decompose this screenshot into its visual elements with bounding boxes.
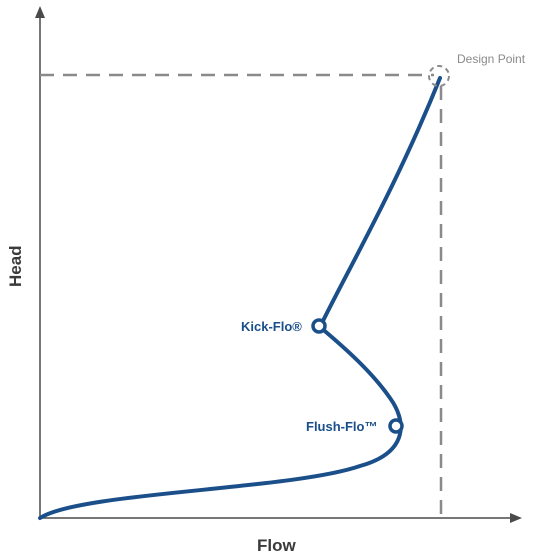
- flush-flo-label: Flush-Flo™: [306, 419, 378, 434]
- x-axis-arrow-icon: [510, 513, 522, 523]
- kick-flo-label: Kick-Flo®: [241, 319, 302, 334]
- kick-flo-marker: [311, 318, 327, 334]
- y-axis-arrow-icon: [35, 6, 45, 18]
- design-point-label: Design Point: [457, 52, 526, 66]
- design-point-marker: [428, 65, 450, 87]
- y-axis-title: Head: [6, 245, 25, 287]
- flush-flo-marker: [388, 418, 404, 434]
- performance-curve: [38, 76, 442, 520]
- x-axis-title: Flow: [257, 536, 296, 555]
